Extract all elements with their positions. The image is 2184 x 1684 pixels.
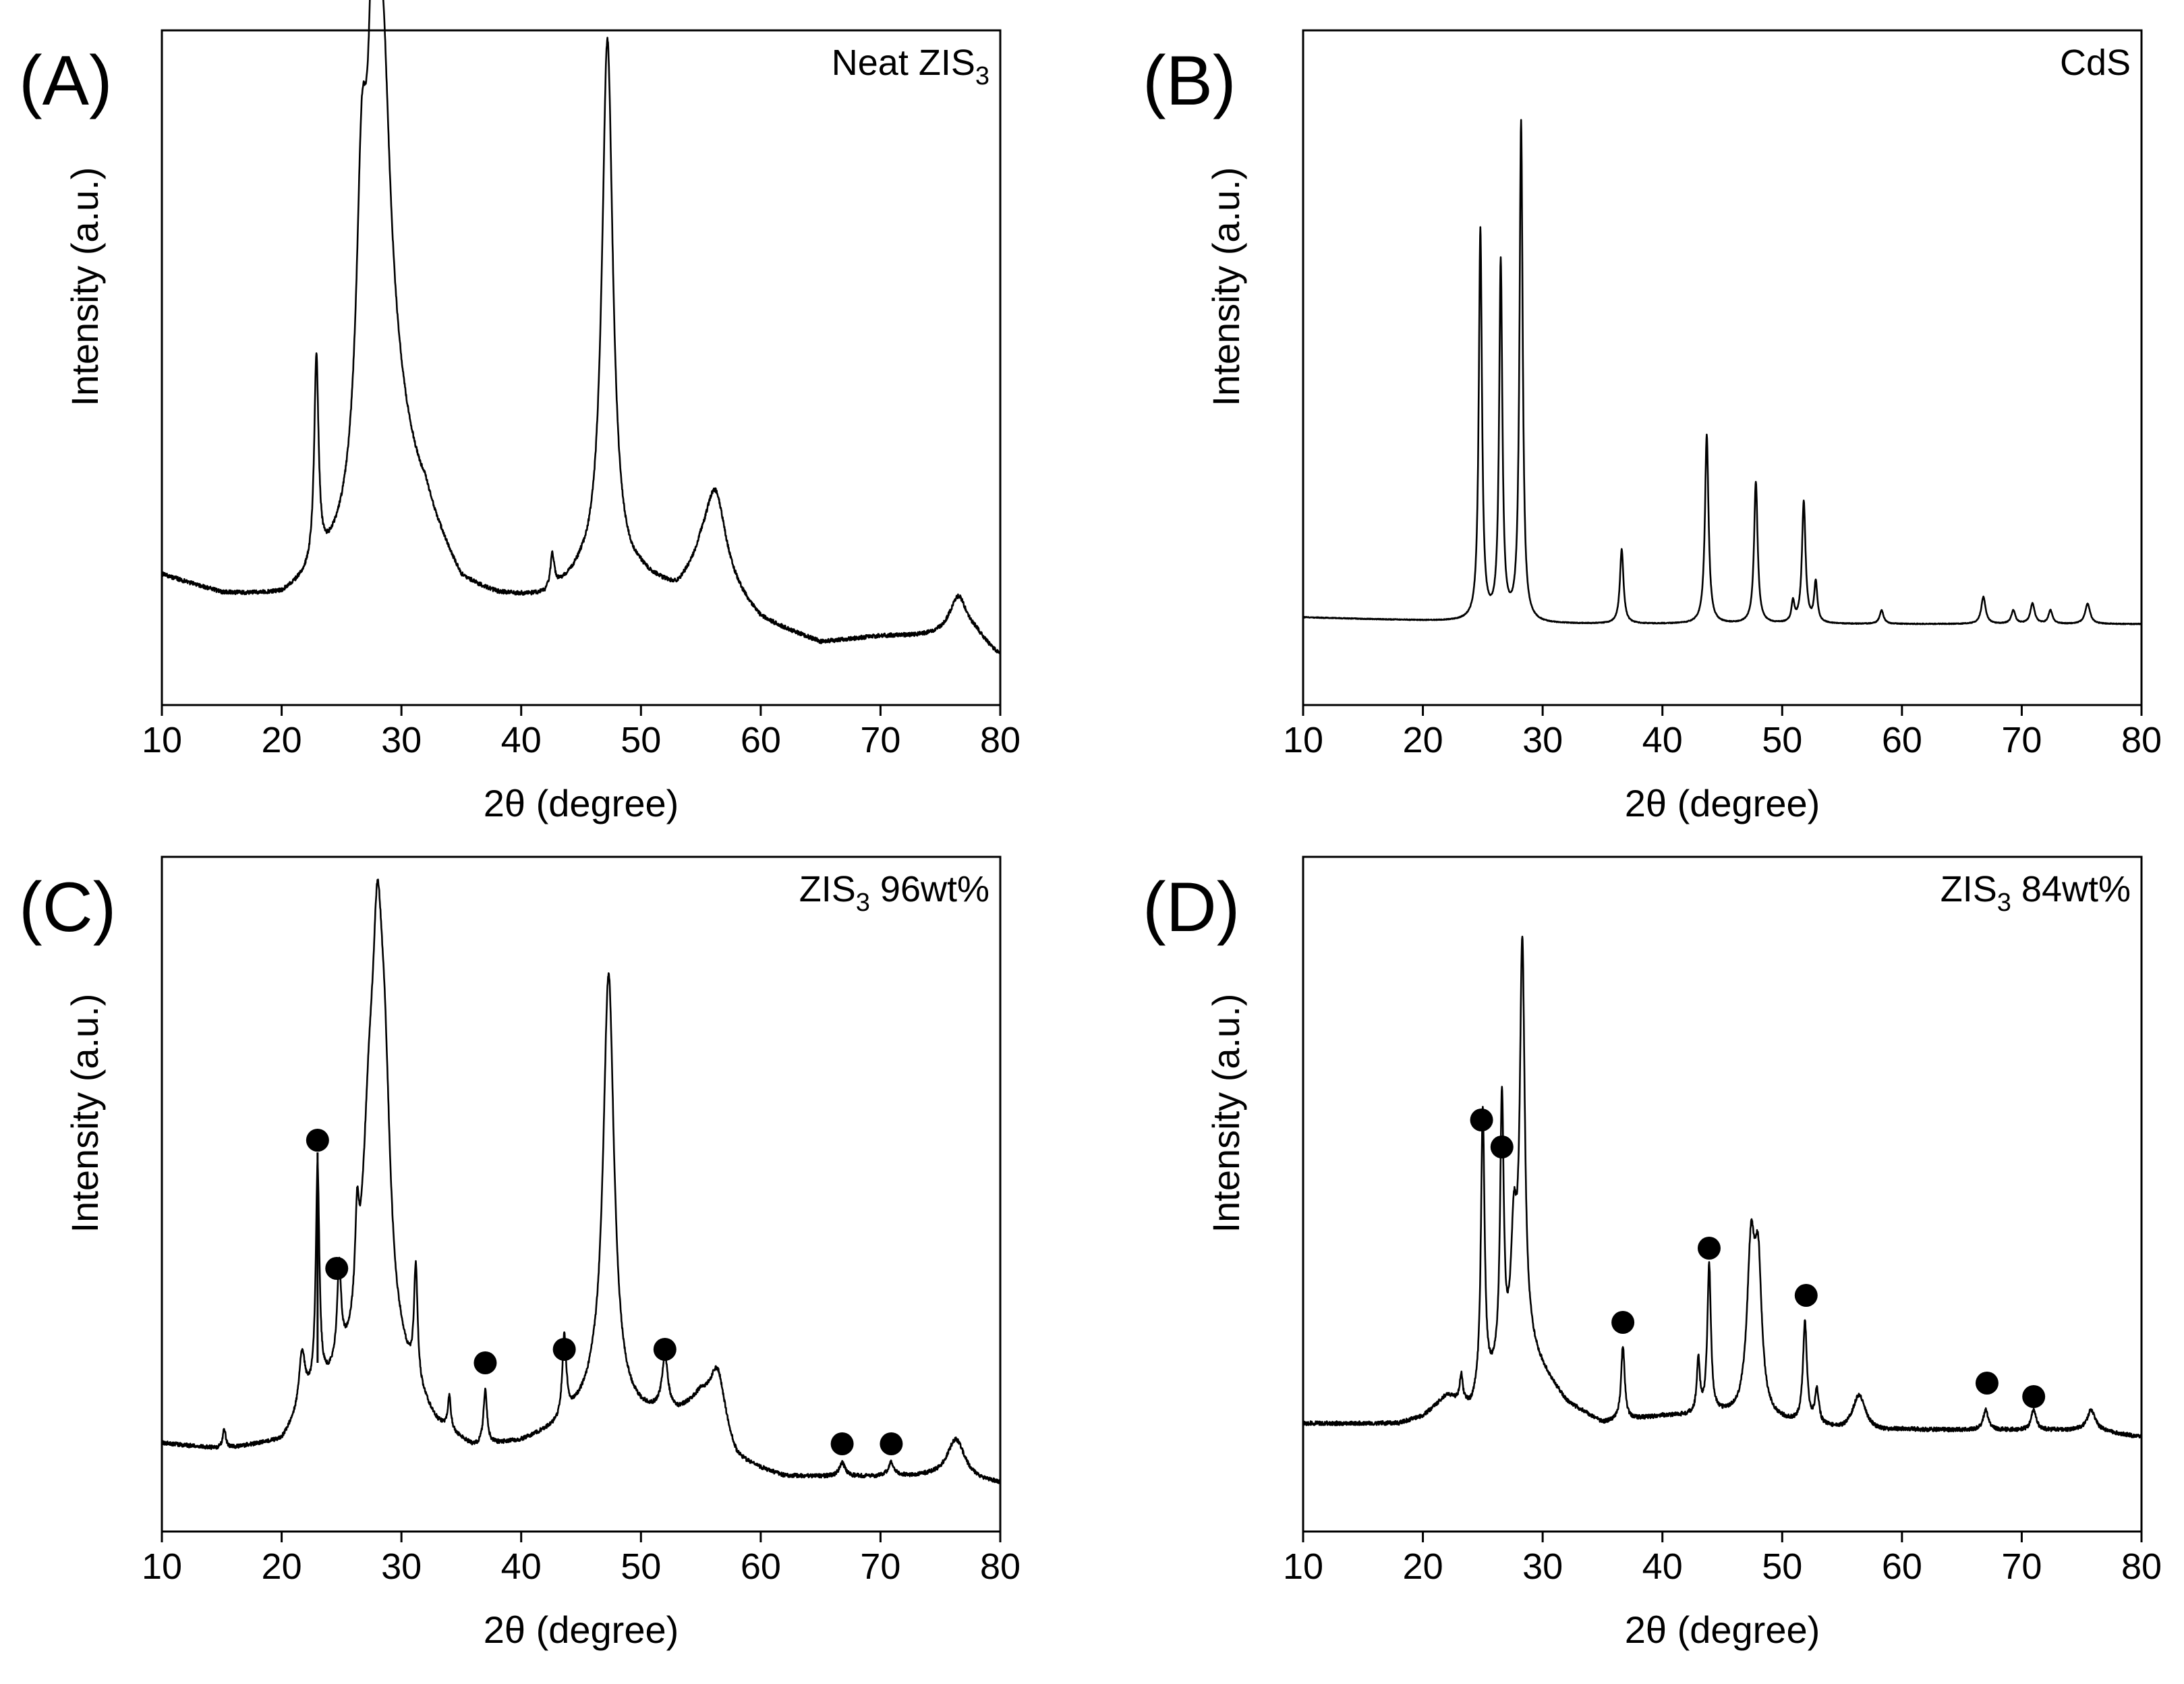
x-tick-label-a-80: 80 [980,720,1021,760]
x-tick-label-a-30: 30 [381,720,422,760]
diffraction-trace-c [161,878,1002,1484]
x-tick-label-a-10: 10 [142,720,182,760]
y-axis-label-a: Intensity (a.u.) [63,167,106,407]
cds-marker-c-1 [306,1129,329,1152]
cds-marker-d-7 [2022,1385,2046,1408]
sample-label-d: ZIS3 84wt% [1941,869,2131,917]
cds-marker-d-2 [1490,1135,1514,1158]
x-tick-label-a-20: 20 [262,720,302,760]
x-axis-label-d: 2θ (degree) [1625,1608,1820,1651]
plot-frame-b [1302,29,2143,706]
cds-marker-c-4 [552,1338,576,1361]
x-tick-label-b-60: 60 [1882,720,1922,760]
x-tick-label-b-70: 70 [2001,720,2042,760]
x-axis-label-c: 2θ (degree) [484,1608,679,1651]
x-tick-label-a-60: 60 [741,720,781,760]
panel-d: 10 20 30 40 50 60 70 80 2θ (degree) Intensity (a.… [1143,855,2162,1651]
diffraction-trace-d [1302,935,2142,1438]
x-axis-label-a: 2θ (degree) [484,782,679,824]
panel-label-a: (A) [19,42,113,120]
plot-frame-d [1302,855,2143,1533]
diffraction-trace-a [161,0,1002,655]
x-tick-label-c-80: 80 [980,1546,1021,1587]
x-tick-label-c-20: 20 [262,1546,302,1587]
cds-marker-d-5 [1794,1284,1818,1307]
cds-marker-d-6 [1975,1372,1999,1395]
x-tick-label-c-40: 40 [501,1546,542,1587]
x-tick-label-c-60: 60 [741,1546,781,1587]
x-tick-label-d-50: 50 [1762,1546,1802,1587]
panel-a: 10 20 30 40 50 60 70 80 2θ (degree) Intensity (a.… [19,0,1021,824]
cds-marker-c-3 [473,1351,497,1374]
x-tick-label-a-70: 70 [860,720,900,760]
x-tick-label-d-10: 10 [1283,1546,1323,1587]
sample-label-c: ZIS3 96wt% [799,869,989,917]
x-tick-label-b-80: 80 [2121,720,2162,760]
panel-label-c: (C) [19,868,116,947]
cds-marker-d-3 [1611,1311,1635,1334]
x-axis-label-b: 2θ (degree) [1625,782,1820,824]
y-axis-label-d: Intensity (a.u.) [1205,994,1247,1233]
x-tick-label-b-40: 40 [1642,720,1683,760]
x-tick-label-c-70: 70 [860,1546,900,1587]
x-tick-label-b-30: 30 [1522,720,1563,760]
x-tick-label-d-70: 70 [2001,1546,2042,1587]
panel-label-b: (B) [1143,42,1236,120]
x-tick-label-b-20: 20 [1403,720,1443,760]
x-tick-label-d-80: 80 [2121,1546,2162,1587]
sample-label-b: CdS [2060,43,2131,83]
plot-frame-a [161,29,1002,706]
x-tick-label-c-50: 50 [621,1546,661,1587]
x-tick-label-d-20: 20 [1403,1546,1443,1587]
x-tick-label-a-50: 50 [621,720,661,760]
cds-marker-c-2 [325,1257,349,1280]
panel-c: 10 20 30 40 50 60 70 80 2θ (degree) Intensity (a.… [19,855,1021,1651]
x-tick-label-d-40: 40 [1642,1546,1683,1587]
panel-label-d: (D) [1143,868,1240,947]
y-axis-label-c: Intensity (a.u.) [63,994,106,1233]
plot-frame-c [161,855,1002,1533]
cds-marker-d-4 [1697,1237,1721,1260]
diffraction-trace-b [1302,119,2143,625]
cds-marker-d-1 [1470,1108,1493,1131]
panel-b: 10 20 30 40 50 60 70 80 2θ (degree) Intensity (a.… [1143,29,2162,824]
x-tick-label-b-50: 50 [1762,720,1802,760]
y-axis-label-b: Intensity (a.u.) [1205,167,1247,407]
x-tick-label-b-10: 10 [1283,720,1323,760]
x-tick-label-a-40: 40 [501,720,542,760]
x-tick-label-d-60: 60 [1882,1546,1922,1587]
x-tick-label-c-30: 30 [381,1546,422,1587]
cds-marker-c-7 [880,1432,903,1455]
sample-label-a: Neat ZIS3 [832,43,989,90]
cds-marker-c-6 [830,1432,854,1455]
x-tick-label-d-30: 30 [1522,1546,1563,1587]
cds-marker-c-5 [653,1338,677,1361]
x-tick-label-c-10: 10 [142,1546,182,1587]
